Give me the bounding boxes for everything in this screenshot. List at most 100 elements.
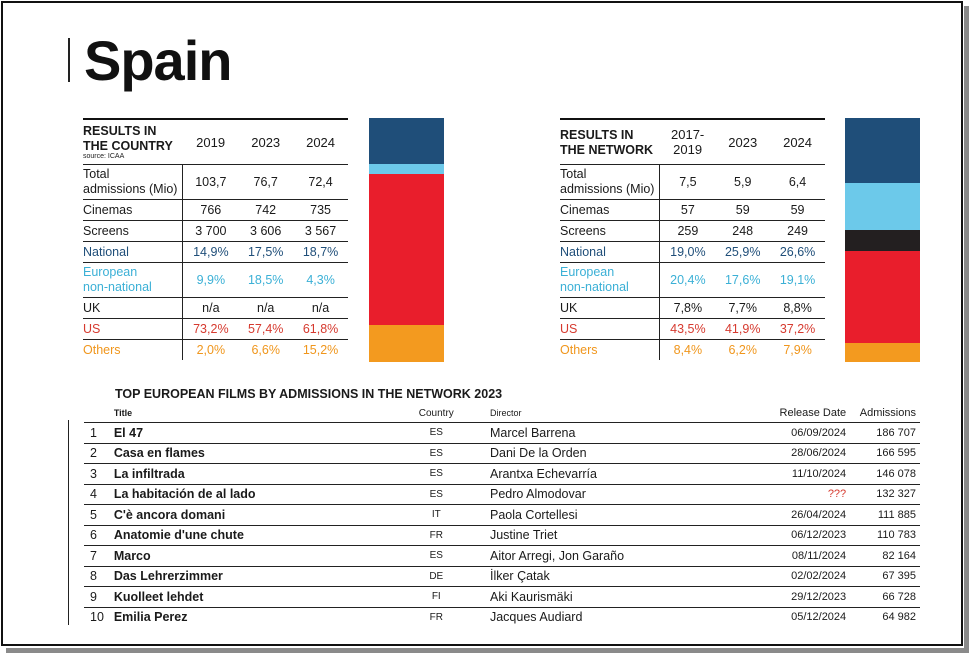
bar-segment-national	[369, 118, 444, 164]
bar-segment-others	[369, 324, 444, 362]
film-country: ES	[400, 422, 472, 444]
stat-row: UK n/a n/a n/a	[83, 297, 348, 319]
year-header: 2023	[238, 118, 294, 165]
column-release-date: Release Date	[756, 404, 847, 423]
film-title: Kuolleet lehdet	[113, 586, 401, 608]
film-director: Paola Cortellesi	[471, 504, 757, 526]
film-title: Anatomie d'une chute	[113, 525, 401, 546]
stat-row: Cinemas 766 742 735	[83, 199, 348, 221]
row-value: 25,9%	[715, 241, 771, 263]
film-rank: 1	[84, 422, 114, 444]
row-label: Screens	[560, 220, 660, 242]
source-note: source: ICAA	[83, 153, 125, 160]
film-rank: 10	[90, 610, 104, 625]
row-label: UK	[560, 297, 660, 319]
film-admissions: 67 395	[846, 566, 920, 587]
stat-row: European non-national 9,9% 18,5% 4,3%	[83, 262, 348, 298]
row-value: 7,5	[659, 164, 716, 200]
film-country: FR	[429, 611, 443, 623]
stat-row: Screens 259 248 249	[560, 220, 825, 242]
stat-row: US 43,5% 41,9% 37,2%	[560, 318, 825, 340]
film-admissions: 111 885	[846, 504, 920, 526]
film-rank: 5	[84, 504, 114, 526]
row-label: UK	[83, 297, 183, 319]
row-label: US	[560, 318, 660, 340]
year-header: 2019	[182, 118, 239, 165]
year-header: 2024	[770, 118, 825, 165]
film-title: Emilia Perez	[113, 610, 188, 625]
row-value: 6,6%	[251, 343, 280, 357]
film-country: ES	[400, 463, 472, 485]
stat-row: Cinemas 57 59 59	[560, 199, 825, 221]
film-country: FR	[400, 525, 472, 546]
country-table-header: RESULTS IN THE COUNTRY source: ICAA	[83, 118, 183, 165]
row-value: 6,2%	[728, 343, 757, 357]
row-value: 735	[293, 199, 348, 221]
table-row: 8 Das Lehrerzimmer DE İlker Çatak 02/02/2024…	[84, 566, 920, 587]
film-title: C'è ancora domani	[113, 504, 401, 526]
row-value: 76,7	[238, 164, 294, 200]
row-value: 103,7	[182, 164, 239, 200]
film-release-date: 02/02/2024	[756, 566, 847, 587]
row-value: 766	[182, 199, 239, 221]
table-row: 2 Casa en flames ES Dani De la Orden 28/06/2…	[84, 443, 920, 464]
row-value: 14,9%	[182, 241, 239, 263]
bar-segment-uk	[845, 229, 920, 252]
row-value: 9,9%	[182, 262, 239, 298]
row-value: 17,5%	[238, 241, 294, 263]
film-country: DE	[400, 566, 472, 587]
film-rank: 3	[84, 463, 114, 485]
film-country: IT	[400, 504, 472, 526]
film-director: Pedro Almodovar	[471, 484, 757, 505]
film-title: La infiltrada	[113, 463, 401, 485]
film-title: Casa en flames	[113, 443, 401, 464]
film-release-date: 05/12/2024	[791, 611, 847, 624]
frame-shadow-right	[964, 6, 969, 651]
bar-segment-us	[369, 174, 444, 325]
column-admissions: Admissions	[846, 404, 920, 423]
film-director: Jacques Audiard	[489, 610, 583, 625]
film-release-date: 28/06/2024	[756, 443, 847, 464]
bar-segment-european	[845, 183, 920, 230]
row-value: 59	[770, 199, 825, 221]
film-country: FI	[400, 586, 472, 608]
year-header: 2017- 2019	[659, 118, 716, 165]
country-share-stacked-bar	[369, 118, 444, 362]
stat-row: National 14,9% 17,5% 18,7%	[83, 241, 348, 263]
country-results-table: RESULTS IN THE COUNTRY source: ICAA 2019…	[83, 118, 348, 360]
column-country: Country	[400, 404, 472, 423]
film-director: Aitor Arregi, Jon Garaño	[471, 545, 757, 567]
row-label: European non-national	[83, 262, 183, 298]
films-accent-rule	[68, 420, 69, 625]
row-value: 18,5%	[238, 262, 294, 298]
row-value: 5,9	[715, 164, 771, 200]
row-value: 2,0%	[182, 339, 239, 360]
table-row: 7 Marco ES Aitor Arregi, Jon Garaño 08/11/20…	[84, 545, 920, 567]
column-director: Director	[471, 404, 757, 423]
film-director: Dani De la Orden	[471, 443, 757, 464]
film-admissions: 66 728	[846, 586, 920, 608]
stat-row: European non-national 20,4% 17,6% 19,1%	[560, 262, 825, 298]
row-value: 742	[238, 199, 294, 221]
row-value: 6,4	[770, 164, 825, 200]
film-rank: 8	[84, 566, 114, 587]
row-value: n/a	[293, 297, 348, 319]
row-label: Total admissions (Mio)	[83, 164, 183, 200]
column-title: Title	[113, 404, 401, 423]
row-value: 259	[659, 220, 716, 242]
row-value: 17,6%	[715, 262, 771, 298]
film-title: Marco	[113, 545, 401, 567]
row-value: n/a	[238, 297, 294, 319]
top-films-table: Title Country Director Release Date Admi…	[84, 404, 920, 627]
film-admissions: 166 595	[846, 443, 920, 464]
row-value: 19,1%	[770, 262, 825, 298]
page-title: Spain	[84, 29, 232, 92]
bar-segment-national	[845, 118, 920, 184]
row-value: 7,7%	[715, 297, 771, 319]
film-release-date: 11/10/2024	[756, 463, 847, 485]
row-value: 4,3%	[293, 262, 348, 298]
row-label: Screens	[83, 220, 183, 242]
row-value: 57	[659, 199, 716, 221]
film-release-date: 06/09/2024	[756, 422, 847, 444]
bar-segment-european	[369, 163, 444, 175]
